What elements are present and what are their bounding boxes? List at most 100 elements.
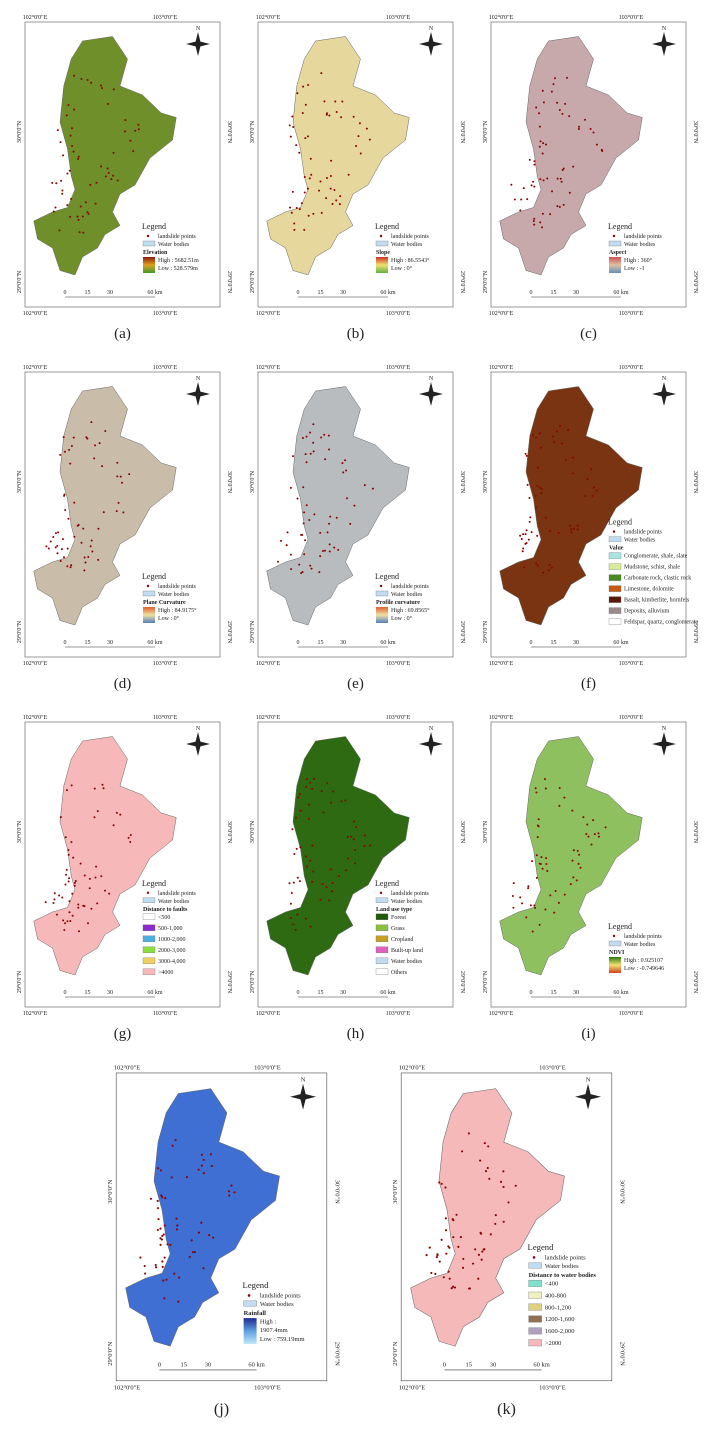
landslide-point bbox=[73, 74, 76, 77]
landslide-point bbox=[557, 532, 560, 535]
landslide-point bbox=[210, 1164, 213, 1168]
landslide-point bbox=[77, 906, 80, 909]
landslide-point bbox=[531, 434, 534, 437]
landslide-point bbox=[169, 1243, 172, 1246]
landslide-point bbox=[320, 72, 323, 75]
lon-label: 103°0'0"E bbox=[539, 1065, 566, 1072]
landslide-point bbox=[163, 1224, 166, 1227]
lat-label: 30°0'0"N bbox=[482, 470, 489, 493]
lat-label: 30°0'0"N bbox=[692, 121, 699, 144]
legend-swatch bbox=[375, 913, 389, 920]
landslide-point bbox=[51, 181, 54, 184]
landslide-point bbox=[329, 868, 332, 871]
landslide-point bbox=[161, 1196, 164, 1199]
landslide-point bbox=[489, 1233, 492, 1236]
landslide-point bbox=[345, 469, 348, 472]
landslide-point bbox=[479, 1231, 482, 1234]
map-panel: 102°0'0"E 102°0'0"E 30°0'0"N 30°0'0"N 103°0'… bbox=[249, 14, 466, 342]
landslide-point bbox=[563, 893, 566, 896]
landslide-point bbox=[69, 134, 72, 137]
lat-label: 30°0'0"N bbox=[459, 821, 466, 844]
landslide-point bbox=[570, 531, 573, 534]
landslide-point bbox=[83, 569, 86, 572]
landslide-point bbox=[65, 789, 68, 792]
landslide-point bbox=[299, 809, 302, 812]
landslide-point bbox=[535, 106, 538, 109]
landslide-point bbox=[311, 844, 314, 847]
lon-label: 102°0'0"E bbox=[256, 14, 281, 21]
lat-label: 29°0'0"N bbox=[226, 621, 233, 644]
lat-label: 29°0'0"N bbox=[692, 271, 699, 294]
legend-swatch bbox=[528, 1339, 542, 1347]
landslide-point bbox=[445, 1252, 448, 1255]
landslide-point bbox=[176, 1224, 179, 1227]
landslide-point bbox=[70, 445, 73, 448]
landslide-point bbox=[61, 538, 64, 541]
legend-label: 2000-3,000 bbox=[158, 948, 186, 954]
landslide-point bbox=[355, 145, 358, 148]
legend-swatch bbox=[142, 590, 156, 597]
landslide-point bbox=[86, 78, 89, 81]
landslide-point bbox=[173, 1272, 176, 1275]
landslide-point bbox=[595, 143, 598, 146]
landslide-point bbox=[95, 181, 98, 184]
landslide-point bbox=[519, 534, 522, 537]
legend-swatch bbox=[375, 935, 389, 942]
landslide-point bbox=[119, 475, 122, 478]
scale-label: 15 bbox=[551, 290, 557, 296]
landslide-point bbox=[90, 81, 93, 84]
landslide-point bbox=[82, 231, 85, 234]
landslide-point bbox=[289, 916, 292, 919]
landslide-point bbox=[592, 486, 595, 489]
landslide-point bbox=[106, 167, 109, 170]
legend-label: Low : 0° bbox=[391, 265, 413, 272]
landslide-point bbox=[149, 1197, 153, 1200]
landslide-point bbox=[59, 816, 62, 819]
landslide-point bbox=[107, 171, 110, 174]
legend-label: landslide points bbox=[158, 234, 196, 240]
landslide-point bbox=[522, 533, 525, 536]
legend-label: Basalt, kimberlite, hornfels bbox=[624, 597, 690, 604]
landslide-point bbox=[533, 223, 536, 226]
landslide-point bbox=[63, 928, 66, 931]
landslide-point bbox=[83, 556, 86, 559]
landslide-point bbox=[357, 135, 360, 138]
landslide-point bbox=[54, 532, 57, 535]
landslide-point bbox=[121, 481, 124, 484]
north-label: N bbox=[662, 376, 667, 382]
landslide-point bbox=[556, 205, 559, 208]
legend-swatch bbox=[375, 590, 389, 597]
landslide-point bbox=[71, 892, 74, 895]
landslide-point bbox=[65, 868, 68, 871]
north-label: N bbox=[196, 26, 201, 32]
landslide-point bbox=[363, 484, 366, 487]
landslide-point bbox=[292, 923, 295, 926]
landslide-point bbox=[471, 1262, 475, 1265]
legend-swatch bbox=[608, 552, 622, 559]
landslide-point bbox=[88, 887, 91, 890]
landslide-point bbox=[116, 461, 119, 464]
landslide-point bbox=[519, 209, 522, 212]
legend-swatch bbox=[375, 240, 389, 247]
landslide-point bbox=[288, 882, 291, 885]
landslide-point bbox=[451, 1218, 454, 1221]
landslide-point bbox=[134, 129, 137, 132]
landslide-point bbox=[44, 901, 47, 904]
landslide-point bbox=[536, 836, 539, 839]
lon-label: 102°0'0"E bbox=[23, 660, 48, 667]
landslide-point bbox=[538, 923, 541, 926]
legend-label: 3000-4,000 bbox=[158, 959, 186, 965]
map-panel: 102°0'0"E 102°0'0"E 30°0'0"N 30°0'0"N 103°0'… bbox=[482, 364, 699, 692]
scale-label: 30 bbox=[573, 990, 579, 996]
landslide-point bbox=[60, 179, 63, 182]
landslide-point bbox=[319, 898, 322, 901]
landslide-point bbox=[175, 1217, 178, 1220]
lon-label: 102°0'0"E bbox=[489, 14, 514, 21]
lon-label: 102°0'0"E bbox=[489, 1010, 514, 1017]
landslide-point bbox=[483, 1142, 486, 1145]
legend-symbol bbox=[612, 934, 616, 938]
landslide-point bbox=[355, 826, 358, 829]
lat-label: 29°0'0"N bbox=[392, 1341, 399, 1365]
landslide-point bbox=[154, 1263, 157, 1267]
map-panel: 102°0'0"E 102°0'0"E 30°0'0"N 30°0'0"N 103°0'… bbox=[16, 364, 233, 692]
